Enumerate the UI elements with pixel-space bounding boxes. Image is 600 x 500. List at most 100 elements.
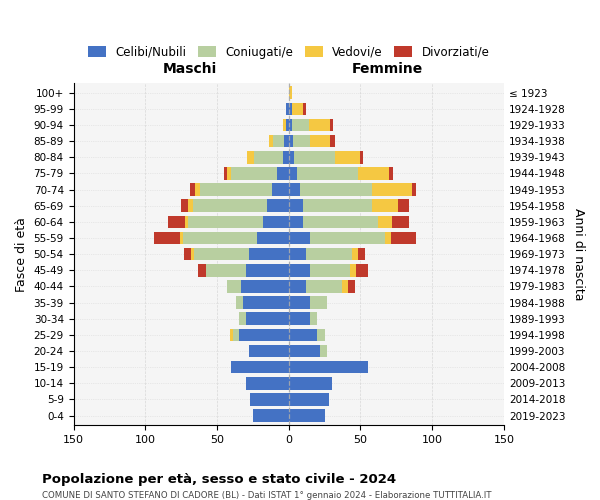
Bar [289,393,329,406]
Bar [289,248,306,260]
Bar [286,102,289,115]
Bar [168,216,185,228]
Bar [306,280,342,292]
Bar [289,344,320,358]
Bar [196,184,200,196]
Bar [372,184,412,196]
Bar [247,151,254,164]
Bar [310,312,317,325]
Bar [342,280,347,292]
Bar [356,264,368,276]
Bar [289,118,292,132]
Bar [289,410,325,422]
Bar [248,248,289,260]
Text: COMUNE DI SANTO STEFANO DI CADORE (BL) - Dati ISTAT 1° gennaio 2024 - Elaborazio: COMUNE DI SANTO STEFANO DI CADORE (BL) -… [42,491,491,500]
Bar [289,296,310,309]
Bar [289,328,317,341]
Bar [154,232,179,244]
Bar [273,135,284,147]
Bar [391,232,416,244]
Bar [293,135,310,147]
Bar [389,167,394,179]
Bar [358,248,365,260]
Bar [230,328,233,341]
Bar [289,280,306,292]
Bar [289,151,295,164]
Bar [284,135,289,147]
Bar [331,118,333,132]
Bar [377,216,392,228]
Bar [239,328,289,341]
Bar [267,200,289,212]
Bar [188,200,193,212]
Bar [335,151,361,164]
Bar [227,280,241,292]
Bar [289,264,310,276]
Bar [289,312,310,325]
Text: Femmine: Femmine [352,62,424,76]
Bar [245,312,289,325]
Bar [248,344,289,358]
Bar [303,200,372,212]
Bar [309,118,331,132]
Bar [350,264,356,276]
Bar [292,102,303,115]
Bar [206,264,245,276]
Bar [398,200,409,212]
Bar [286,118,289,132]
Bar [331,135,335,147]
Bar [352,248,358,260]
Bar [257,232,289,244]
Bar [254,151,283,164]
Bar [191,248,194,260]
Bar [289,216,303,228]
Bar [298,167,358,179]
Bar [289,377,332,390]
Bar [310,264,350,276]
Bar [232,361,289,374]
Bar [358,167,389,179]
Y-axis label: Fasce di età: Fasce di età [15,216,28,292]
Bar [283,151,289,164]
Bar [236,296,243,309]
Bar [320,344,328,358]
Bar [289,86,292,99]
Bar [253,410,289,422]
Bar [303,102,306,115]
Bar [193,200,267,212]
Bar [289,184,300,196]
Bar [385,232,391,244]
Bar [194,248,248,260]
Bar [233,328,239,341]
Bar [289,361,368,374]
Bar [243,296,289,309]
Bar [310,232,385,244]
Bar [277,167,289,179]
Bar [300,184,372,196]
Bar [184,248,191,260]
Bar [289,167,298,179]
Bar [292,118,309,132]
Bar [412,184,416,196]
Bar [224,167,227,179]
Bar [289,200,303,212]
Bar [289,102,292,115]
Bar [310,135,331,147]
Bar [295,151,335,164]
Bar [185,216,188,228]
Bar [272,184,289,196]
Bar [289,232,310,244]
Bar [283,118,286,132]
Bar [241,280,289,292]
Bar [200,184,272,196]
Bar [227,167,232,179]
Bar [190,184,196,196]
Text: Maschi: Maschi [163,62,217,76]
Bar [232,167,277,179]
Bar [317,328,325,341]
Bar [181,200,188,212]
Bar [347,280,355,292]
Legend: Celibi/Nubili, Coniugati/e, Vedovi/e, Divorziati/e: Celibi/Nubili, Coniugati/e, Vedovi/e, Di… [83,41,494,64]
Y-axis label: Anni di nascita: Anni di nascita [572,208,585,300]
Bar [269,135,273,147]
